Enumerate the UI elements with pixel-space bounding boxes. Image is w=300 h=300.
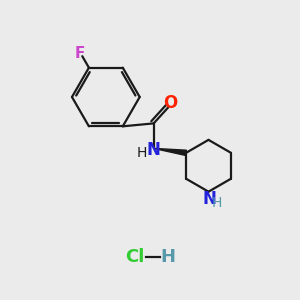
Text: H: H <box>161 248 176 266</box>
Text: F: F <box>74 46 85 61</box>
Text: H: H <box>211 196 222 210</box>
Polygon shape <box>154 148 186 155</box>
Text: Cl: Cl <box>126 248 145 266</box>
Text: H: H <box>136 146 146 160</box>
Text: O: O <box>163 94 177 112</box>
Text: N: N <box>202 190 216 208</box>
Text: N: N <box>147 141 160 159</box>
